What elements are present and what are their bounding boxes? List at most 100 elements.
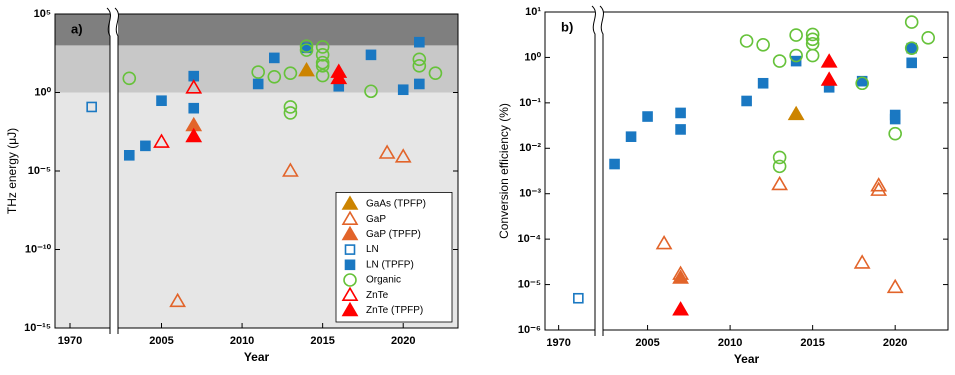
marker-square	[86, 101, 97, 113]
marker-circle	[412, 59, 427, 73]
marker-circle	[855, 76, 869, 91]
marker-circle	[904, 15, 919, 29]
y-tick-label: 10⁵	[34, 8, 51, 20]
axis-break-line	[591, 5, 596, 336]
legend-label: LN (TPFP)	[366, 259, 414, 270]
energy-band	[55, 14, 458, 46]
marker-circle	[789, 48, 803, 63]
x-tick-label: 2020	[391, 335, 415, 347]
axis-break-line	[114, 7, 119, 334]
y-tick-label: 10⁻¹	[519, 97, 541, 109]
marker-circle	[315, 55, 330, 70]
marker-square	[642, 111, 653, 122]
marker-square	[414, 78, 425, 90]
marker-circle	[315, 40, 330, 54]
legend-marker	[341, 301, 359, 317]
marker-triangle	[870, 177, 888, 192]
marker-square	[675, 107, 686, 119]
marker-circle	[412, 52, 427, 67]
marker-triangle	[672, 269, 689, 284]
legend-label: LN	[366, 244, 379, 255]
marker-square	[156, 95, 167, 107]
legend-label: ZnTe	[366, 290, 389, 301]
marker-triangle	[787, 105, 805, 121]
marker-triangle	[820, 71, 838, 86]
marker-circle	[299, 39, 314, 53]
legend-marker	[344, 244, 356, 255]
marker-triangle	[820, 53, 838, 68]
legend-marker	[341, 225, 359, 241]
marker-triangle	[853, 254, 871, 269]
marker-triangle	[870, 181, 888, 196]
marker-square	[906, 42, 917, 54]
x-tick-label: 1970	[546, 337, 570, 349]
y-tick-label: 10⁻⁴	[518, 233, 541, 245]
y-axis-title: Conversion efficiency (%)	[497, 103, 511, 239]
marker-circle	[789, 28, 803, 42]
marker-circle	[772, 159, 787, 174]
marker-triangle	[655, 234, 673, 250]
marker-square	[625, 131, 637, 142]
marker-square	[906, 57, 917, 69]
legend-label: GaP (TPFP)	[366, 229, 421, 240]
marker-circle	[805, 48, 820, 63]
legend-marker	[341, 195, 359, 210]
marker-square	[757, 77, 769, 89]
marker-circle	[888, 126, 902, 141]
marker-circle	[299, 43, 314, 57]
marker-circle	[315, 68, 330, 83]
y-tick-label: 10⁰	[524, 51, 541, 63]
panel-label: a)	[71, 21, 83, 36]
legend-marker	[344, 259, 356, 271]
legend-label: GaP	[366, 214, 386, 225]
marker-square	[140, 140, 151, 152]
legend-box	[335, 191, 453, 323]
marker-circle	[283, 100, 298, 114]
axis-break-line	[599, 5, 604, 336]
marker-circle	[283, 66, 298, 80]
marker-square	[675, 124, 686, 135]
y-tick-label: 10⁻⁵	[28, 165, 51, 177]
marker-circle	[739, 34, 754, 48]
marker-square	[609, 158, 620, 170]
marker-triangle	[886, 278, 904, 294]
y-tick-label: 10⁻³	[519, 188, 541, 200]
marker-triangle	[771, 175, 789, 191]
x-tick-label: 2015	[310, 335, 334, 347]
marker-circle	[267, 70, 282, 84]
marker-triangle	[378, 144, 396, 159]
axis-break	[110, 8, 118, 334]
marker-square	[414, 36, 425, 48]
marker-circle	[805, 27, 820, 42]
marker-circle	[428, 66, 443, 80]
y-tick-label: 10¹	[525, 6, 541, 18]
marker-circle	[251, 65, 265, 79]
marker-circle	[122, 71, 137, 86]
legend-label: Organic	[366, 275, 401, 286]
marker-square	[741, 95, 752, 107]
marker-triangle	[672, 301, 689, 316]
y-tick-label: 10⁰	[34, 86, 51, 98]
y-tick-label: 10⁻⁵	[518, 278, 541, 290]
marker-triangle	[185, 79, 203, 94]
marker-circle	[283, 106, 298, 120]
marker-circle	[315, 48, 330, 62]
panel-label: b)	[561, 19, 573, 34]
x-axis-title: Year	[734, 352, 760, 366]
legend-marker	[341, 210, 359, 225]
marker-circle	[756, 37, 770, 52]
marker-triangle	[153, 133, 170, 148]
x-tick-label: 2020	[883, 337, 907, 349]
x-tick-label: 2015	[800, 337, 824, 349]
legend-marker	[341, 286, 359, 302]
y-tick-label: 10⁻¹⁵	[24, 322, 51, 334]
marker-circle	[772, 150, 787, 165]
axis-break-line	[106, 7, 111, 334]
x-axis-title: Year	[244, 350, 270, 364]
marker-triangle	[185, 127, 203, 143]
legend-label: ZnTe (TPFP)	[366, 305, 423, 316]
y-tick-label: 10⁻¹⁰	[25, 243, 52, 255]
marker-square	[269, 52, 280, 64]
legend-label: GaAs (TPFP)	[366, 199, 426, 210]
